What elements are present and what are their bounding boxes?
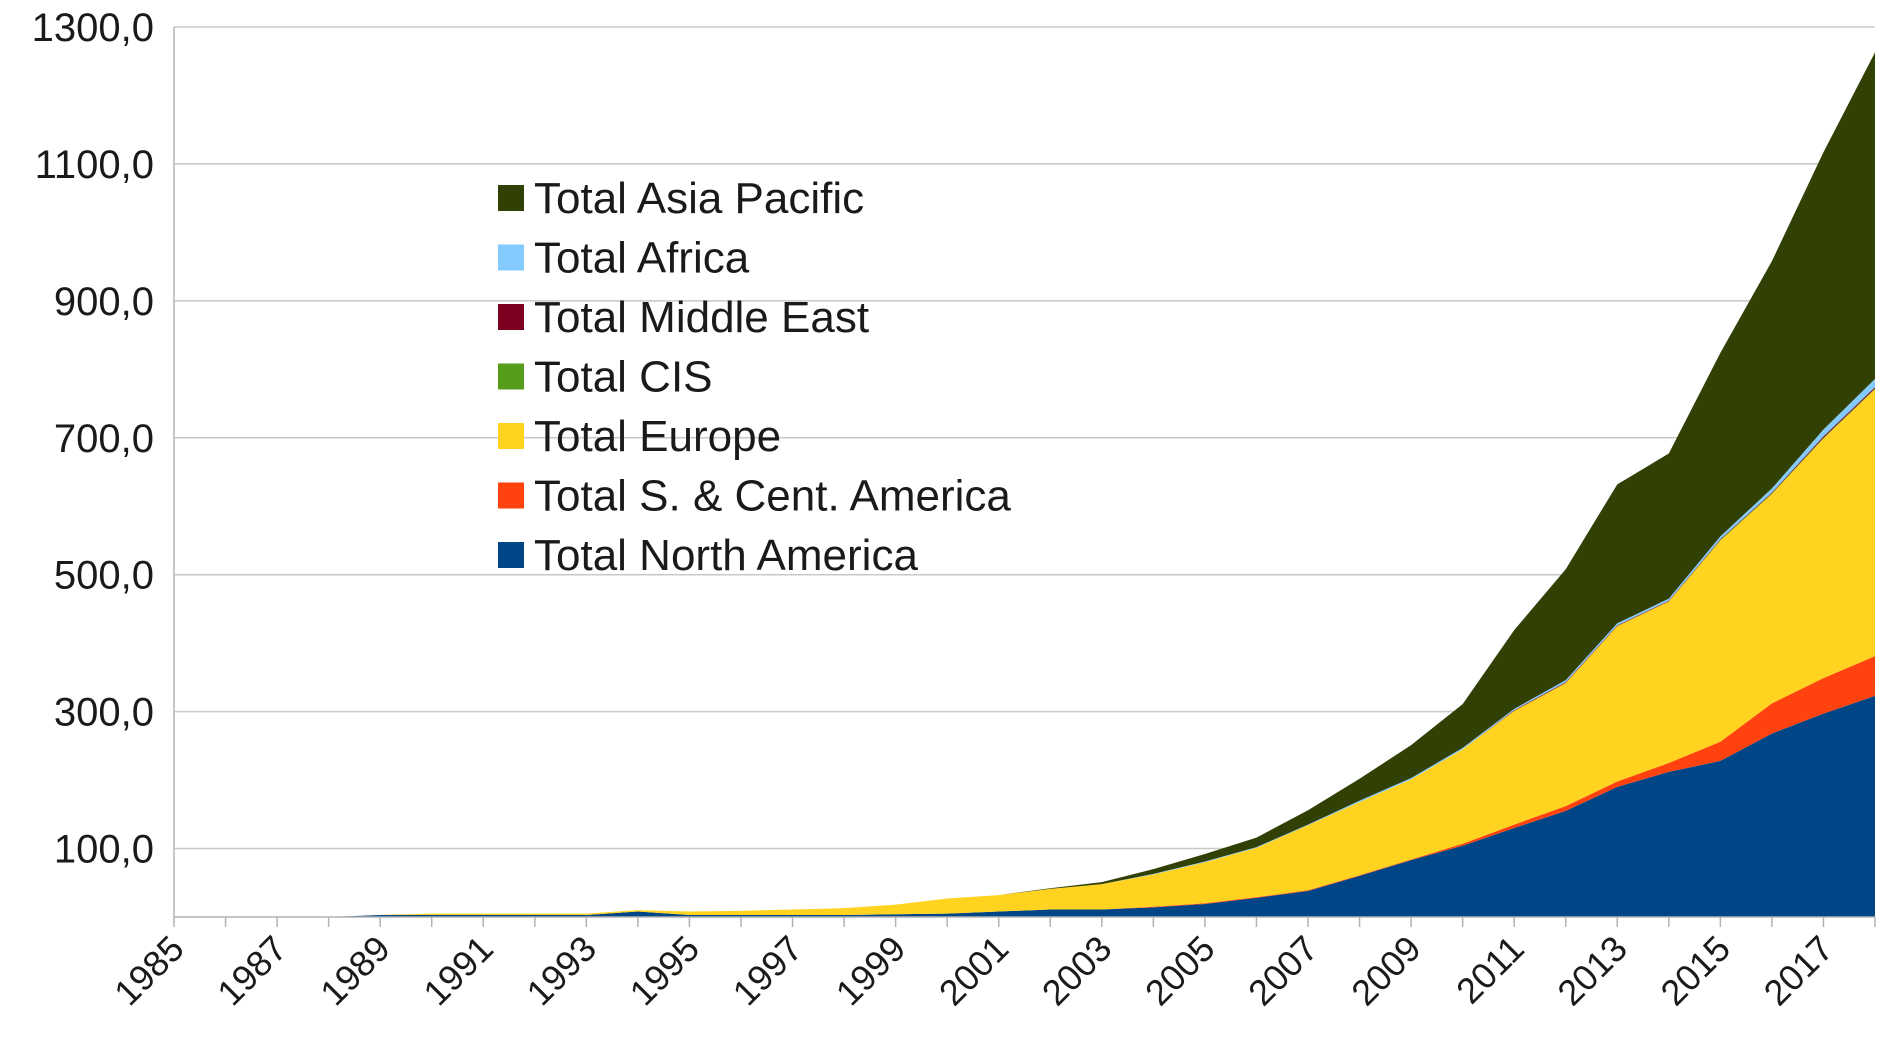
x-tick-label: 2011 <box>1448 928 1532 1012</box>
y-tick-label: 1100,0 <box>35 143 154 187</box>
legend-label: Total Africa <box>534 234 750 283</box>
x-tick-label: 1987 <box>209 928 295 1014</box>
area-series-2 <box>174 389 1875 917</box>
x-tick-label: 2003 <box>1034 928 1120 1014</box>
legend-label: Total CIS <box>534 353 713 402</box>
y-tick-label: 700,0 <box>54 417 154 461</box>
legend-swatch <box>498 185 524 211</box>
x-tick-label: 2007 <box>1240 928 1326 1014</box>
area-series <box>174 52 1875 918</box>
axes <box>173 27 1876 927</box>
y-tick-label: 500,0 <box>54 554 154 598</box>
y-axis-tick-labels: 100,0 300,0 500,0 700,0 900,0 1100,0 1300,0 <box>32 6 154 872</box>
x-tick-label: 2017 <box>1755 928 1841 1014</box>
y-tick-label: 900,0 <box>54 280 154 324</box>
x-tick-label: 1997 <box>725 928 811 1014</box>
y-tick-label: 1300,0 <box>32 6 154 50</box>
legend: Total Asia Pacific Total Africa Total Midd… <box>498 174 1011 580</box>
x-tick-label: 1995 <box>621 928 707 1014</box>
area-series-0 <box>174 695 1875 917</box>
legend-swatch <box>498 244 524 271</box>
x-tick-label: 1989 <box>312 928 398 1014</box>
x-tick-label: 2005 <box>1137 928 1223 1014</box>
legend-swatch <box>498 423 524 449</box>
legend-swatch <box>498 304 524 330</box>
gridlines <box>174 26 1875 850</box>
x-tick-label: 2013 <box>1549 928 1635 1014</box>
y-tick-label: 300,0 <box>54 691 154 735</box>
x-tick-label: 1991 <box>415 928 501 1014</box>
legend-label: Total S. & Cent. America <box>534 472 1011 521</box>
legend-label: Total Asia Pacific <box>534 174 864 223</box>
x-axis-tick-labels: 1985 1987 1989 1991 1993 1995 1997 1999 2001 2003… <box>106 928 1841 1014</box>
x-tick-label: 2015 <box>1652 928 1738 1014</box>
legend-label: Total Middle East <box>534 293 869 342</box>
x-tick-label: 2009 <box>1343 928 1429 1014</box>
legend-swatch <box>498 482 524 509</box>
legend-label: Total North America <box>534 531 918 580</box>
legend-swatch <box>498 363 524 390</box>
x-tick-label: 2001 <box>931 928 1017 1014</box>
x-tick-label: 1993 <box>518 928 604 1014</box>
legend-label: Total Europe <box>534 412 781 461</box>
legend-swatch <box>498 542 524 568</box>
y-tick-label: 100,0 <box>54 828 154 872</box>
x-tick-label: 1985 <box>106 928 192 1014</box>
x-tick-label: 1999 <box>828 928 914 1014</box>
